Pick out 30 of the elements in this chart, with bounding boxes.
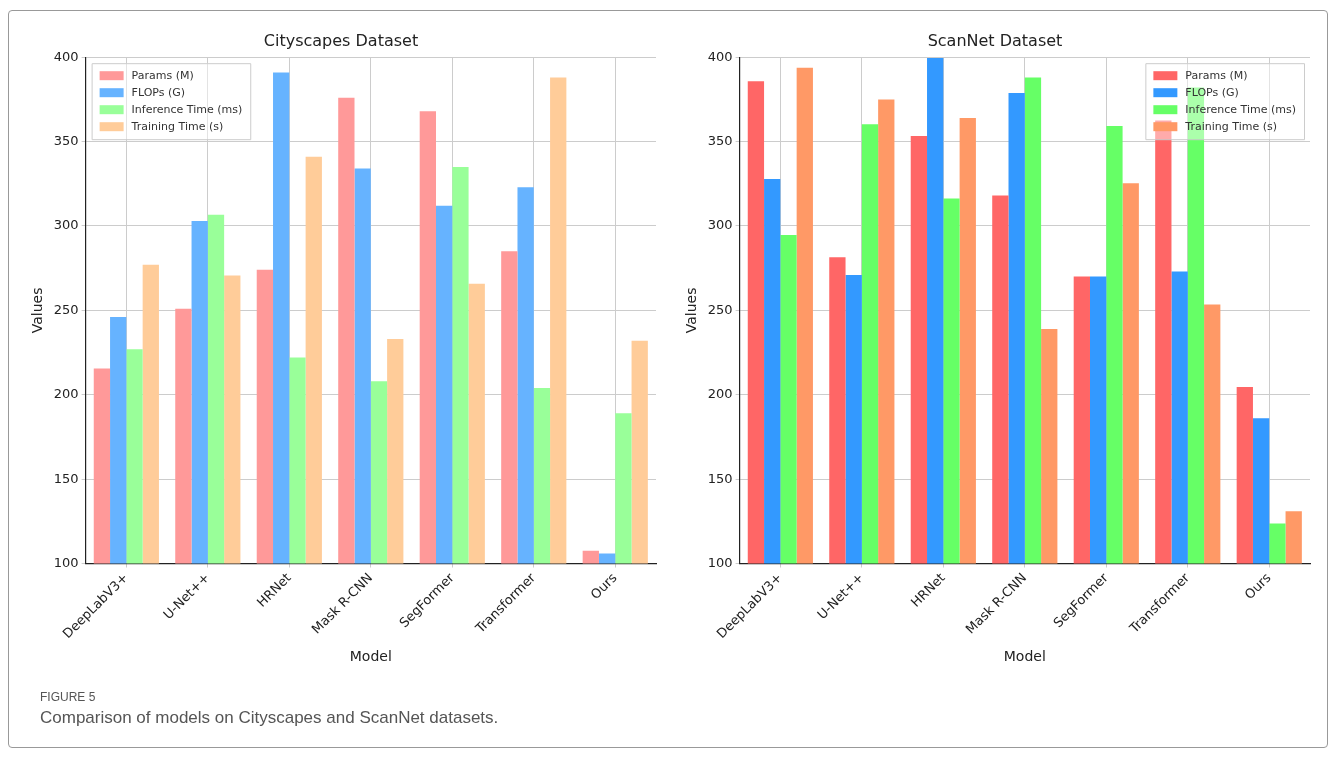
chart-title: ScanNet Dataset [927, 30, 1063, 50]
y-tick-label: 350 [707, 132, 733, 148]
y-tick-label: 300 [53, 217, 79, 233]
y-tick-label: 300 [707, 217, 733, 233]
x-axis-title: Model [349, 648, 392, 665]
y-tick-label: 400 [707, 48, 733, 64]
legend-label: Params (M) [1185, 69, 1248, 83]
y-tick-label: 400 [53, 48, 79, 64]
y-tick-label: 100 [707, 554, 733, 570]
y-tick-label: 250 [53, 301, 79, 317]
legend-label: Params (M) [131, 69, 194, 83]
caption: FIGURE 5 [40, 690, 96, 704]
y-tick-label: 250 [707, 301, 733, 317]
legend-label: Training Time (s) [130, 120, 224, 134]
legend-label: FLOPs (G) [1185, 86, 1239, 100]
y-tick-label: 100 [53, 554, 79, 570]
legend-label: Inference Time (ms) [1185, 103, 1297, 117]
legend-label: FLOPs (G) [131, 86, 186, 100]
text: Comparison of models on Cityscapes and ScanNet datasets. [40, 708, 499, 728]
x-axis-title: Model [1003, 648, 1046, 665]
y-tick-label: 200 [53, 386, 79, 402]
y-tick-label: 150 [707, 470, 733, 486]
y-axis-title: Values [29, 287, 46, 334]
legend-label: Training Time (s) [1184, 120, 1278, 134]
y-axis-title: Values [683, 287, 700, 334]
y-tick-label: 200 [707, 386, 733, 402]
legend-label: Inference Time (ms) [131, 103, 243, 117]
chart-title: Cityscapes Dataset [263, 30, 419, 50]
y-tick-label: 150 [53, 470, 79, 486]
y-tick-label: 350 [53, 132, 79, 148]
